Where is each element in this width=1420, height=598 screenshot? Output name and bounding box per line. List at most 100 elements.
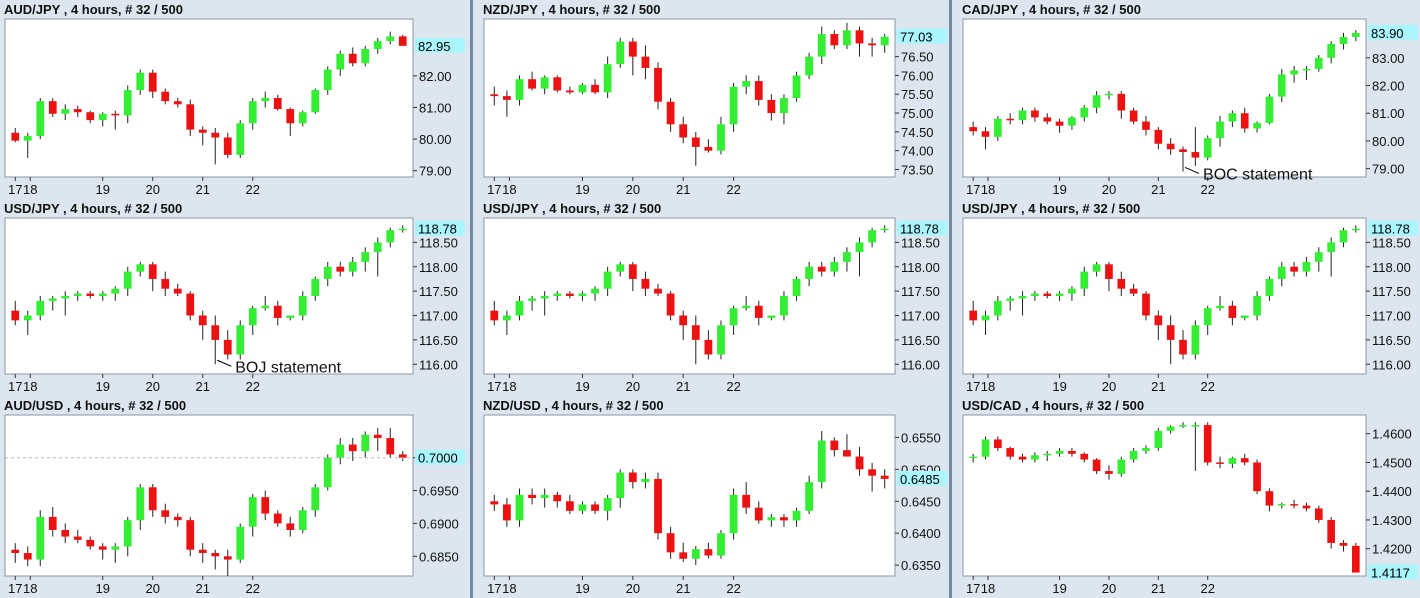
candle bbox=[830, 30, 839, 50]
candle bbox=[742, 482, 751, 515]
candle-body bbox=[1352, 228, 1360, 231]
candle-body bbox=[515, 494, 524, 521]
candle-body bbox=[616, 41, 625, 65]
candle bbox=[729, 488, 738, 540]
candle-body bbox=[386, 36, 395, 42]
candle-body bbox=[1228, 305, 1237, 318]
candle-body bbox=[1339, 230, 1348, 243]
candle bbox=[1277, 502, 1286, 509]
plot-area bbox=[483, 217, 896, 375]
y-tick-label: 81.00 bbox=[1372, 106, 1405, 121]
candle bbox=[1265, 488, 1274, 512]
candle-body bbox=[86, 539, 95, 547]
candle-body bbox=[261, 98, 270, 102]
candle-body bbox=[591, 84, 599, 93]
candle-body bbox=[1055, 121, 1064, 126]
candle-body bbox=[666, 293, 675, 316]
candle-body bbox=[73, 293, 82, 296]
candle-body bbox=[73, 536, 82, 540]
candle bbox=[186, 99, 195, 136]
candle bbox=[868, 227, 877, 248]
candle bbox=[1092, 91, 1101, 114]
candle-body bbox=[1080, 271, 1089, 289]
candle-body bbox=[1105, 471, 1113, 474]
chart-panel: NZD/USD , 4 hours, # 32 / 500 0.6350 0.640… bbox=[479, 396, 949, 598]
candle bbox=[754, 501, 763, 524]
candle-body bbox=[223, 137, 232, 155]
y-tick-label: 0.6900 bbox=[419, 516, 459, 531]
candle bbox=[830, 257, 839, 277]
candle-body bbox=[855, 456, 864, 470]
x-tick-label: 20 bbox=[1102, 379, 1116, 394]
candle-body bbox=[591, 288, 599, 294]
candle bbox=[398, 225, 407, 233]
candle bbox=[136, 69, 145, 95]
candle bbox=[1166, 425, 1175, 434]
candle-body bbox=[969, 310, 977, 321]
y-tick-label: 118.00 bbox=[1372, 260, 1411, 275]
candle-body bbox=[754, 507, 763, 521]
y-tick-label: 118.00 bbox=[419, 260, 458, 275]
candle bbox=[1216, 296, 1224, 311]
y-tick-label: 0.6950 bbox=[419, 484, 459, 499]
candle bbox=[311, 276, 320, 301]
chart-panel: USD/JPY , 4 hours, # 32 / 500 116.00 116.5… bbox=[479, 199, 949, 396]
y-tick-label: 76.50 bbox=[901, 50, 934, 65]
candle-body bbox=[323, 457, 332, 488]
candle bbox=[1129, 283, 1138, 296]
candle-body bbox=[1203, 138, 1212, 158]
candle bbox=[198, 310, 207, 340]
candle bbox=[273, 510, 282, 527]
candle bbox=[1216, 116, 1224, 147]
candle bbox=[186, 291, 195, 321]
candle bbox=[236, 120, 245, 159]
candle bbox=[767, 315, 776, 321]
y-tick-label: 116.50 bbox=[901, 333, 940, 348]
candle-body bbox=[830, 34, 839, 46]
candle-body bbox=[754, 81, 763, 100]
candle-body bbox=[48, 298, 57, 301]
candle bbox=[36, 510, 45, 567]
candle-body bbox=[248, 101, 257, 124]
candle-body bbox=[98, 113, 107, 121]
candle-body bbox=[11, 310, 20, 321]
candle bbox=[61, 104, 70, 121]
candle-body bbox=[528, 79, 536, 89]
candle-body bbox=[855, 30, 864, 44]
candle-body bbox=[273, 305, 282, 318]
candle-body bbox=[565, 501, 574, 511]
candle-body bbox=[1253, 122, 1261, 129]
candle bbox=[767, 94, 776, 121]
x-tick-label: 22 bbox=[1200, 581, 1214, 596]
candle bbox=[98, 112, 107, 127]
candle-body bbox=[148, 72, 157, 92]
candle-body bbox=[780, 517, 788, 521]
y-tick-label: 117.00 bbox=[1372, 309, 1411, 324]
candle-body bbox=[311, 90, 320, 113]
candle-body bbox=[729, 494, 738, 534]
candle bbox=[198, 543, 207, 563]
candle-body bbox=[628, 41, 637, 57]
candle-body bbox=[1154, 430, 1163, 449]
candle-body bbox=[286, 315, 295, 318]
x-tick-label: 21 bbox=[1151, 182, 1165, 197]
candle bbox=[641, 271, 650, 296]
chart-panel: USD/JPY , 4 hours, # 32 / 500 116.00 116.5… bbox=[0, 199, 467, 396]
candle-body bbox=[969, 127, 977, 132]
y-tick-label: 75.50 bbox=[901, 87, 934, 102]
candle bbox=[540, 75, 549, 95]
candle-body bbox=[1018, 110, 1027, 121]
candle-body bbox=[98, 293, 107, 296]
candle-body bbox=[86, 112, 95, 121]
y-tick-label: 1.4500 bbox=[1372, 455, 1412, 470]
x-tick-label: 18 bbox=[981, 581, 995, 596]
candle bbox=[969, 453, 977, 463]
x-tick-label: 22 bbox=[246, 581, 260, 596]
candle bbox=[515, 488, 524, 527]
candle bbox=[1080, 266, 1089, 296]
chart-svg: 0.68500.69000.69500.70000.70001718192021… bbox=[4, 414, 465, 596]
candle-body bbox=[528, 298, 536, 301]
candle-body bbox=[742, 81, 751, 87]
last-value-label: 0.7000 bbox=[418, 451, 458, 466]
